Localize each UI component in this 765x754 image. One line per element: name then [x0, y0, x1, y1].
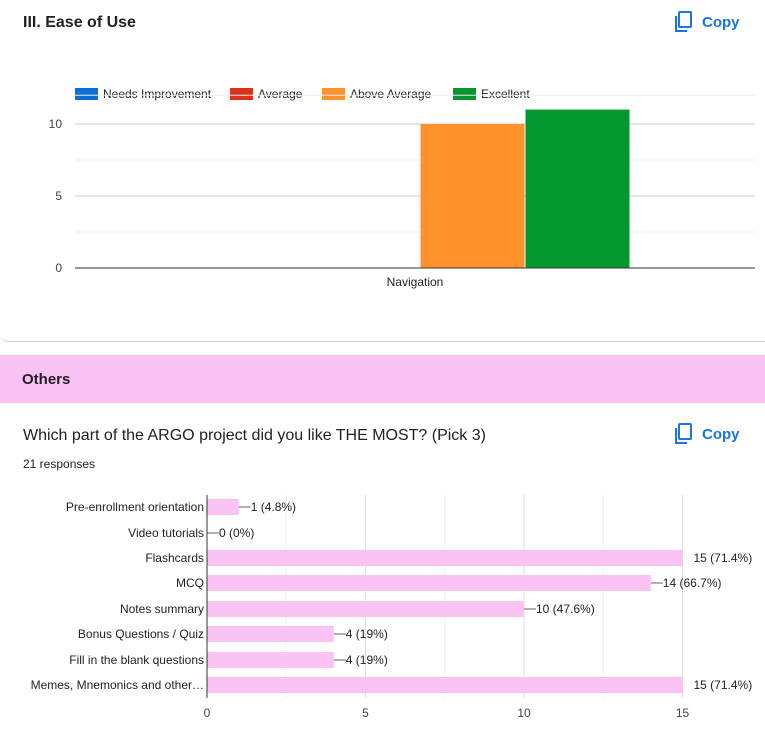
legend-label: Needs Improvement	[103, 87, 212, 101]
category-label: Memes, Mnemonics and other…	[31, 678, 204, 692]
copy-chart-button-2[interactable]: Copy	[674, 423, 740, 445]
response-count: 21 responses	[23, 457, 96, 471]
x-tick-label: 10	[517, 706, 531, 720]
legend-swatch	[230, 88, 253, 100]
legend-label: Average	[258, 87, 303, 101]
category-label: Bonus Questions / Quiz	[78, 627, 204, 641]
legend-label: Above Average	[350, 87, 432, 101]
bar	[525, 109, 630, 268]
y-tick-label: 5	[55, 189, 62, 203]
y-tick-label: 10	[49, 117, 63, 131]
bar	[207, 550, 683, 566]
legend-swatch	[453, 88, 476, 100]
copy-icon	[674, 423, 692, 445]
bar	[207, 601, 524, 617]
bar	[207, 575, 651, 591]
category-label: Pre-enrollment orientation	[66, 500, 204, 514]
category-label: Flashcards	[145, 551, 204, 565]
data-label: 10 (47.6%)	[536, 602, 595, 616]
data-label: 4 (19%)	[346, 653, 388, 667]
x-tick-label: 15	[676, 706, 690, 720]
data-label: 4 (19%)	[346, 627, 388, 641]
legend-label: Excellent	[481, 87, 530, 101]
y-tick-label: 0	[55, 261, 62, 275]
legend-swatch	[322, 88, 345, 100]
copy-label: Copy	[702, 425, 740, 443]
x-category-label: Navigation	[387, 275, 444, 289]
legend-swatch	[75, 88, 98, 100]
data-label: 0 (0%)	[219, 526, 254, 540]
bar	[207, 626, 334, 642]
section-title: Others	[22, 371, 71, 388]
category-label: Fill in the blank questions	[69, 653, 204, 667]
category-label: Notes summary	[120, 602, 204, 616]
copy-chart-button[interactable]: Copy	[674, 11, 740, 33]
ease-of-use-chart: Needs Improvement Average Above Average Exc…	[49, 87, 755, 289]
x-tick-label: 0	[204, 706, 211, 720]
copy-icon	[674, 11, 692, 33]
bar	[420, 124, 525, 268]
bar	[207, 652, 334, 668]
category-label: Video tutorials	[128, 526, 204, 540]
data-label: 14 (66.7%)	[663, 576, 722, 590]
section-header-others: Others	[0, 355, 765, 403]
question-title: Which part of the ARGO project did you l…	[23, 427, 486, 444]
data-label: 1 (4.8%)	[251, 500, 296, 514]
copy-label: Copy	[702, 13, 740, 31]
bar	[207, 499, 239, 515]
card-title: III. Ease of Use	[23, 14, 136, 31]
data-label: 15 (71.4%)	[694, 678, 753, 692]
bar	[207, 677, 683, 693]
x-tick-label: 5	[362, 706, 369, 720]
ease-of-use-card: III. Ease of Use Copy Needs Improvement A…	[0, 0, 765, 342]
category-label: MCQ	[176, 576, 204, 590]
data-label: 15 (71.4%)	[694, 551, 753, 565]
